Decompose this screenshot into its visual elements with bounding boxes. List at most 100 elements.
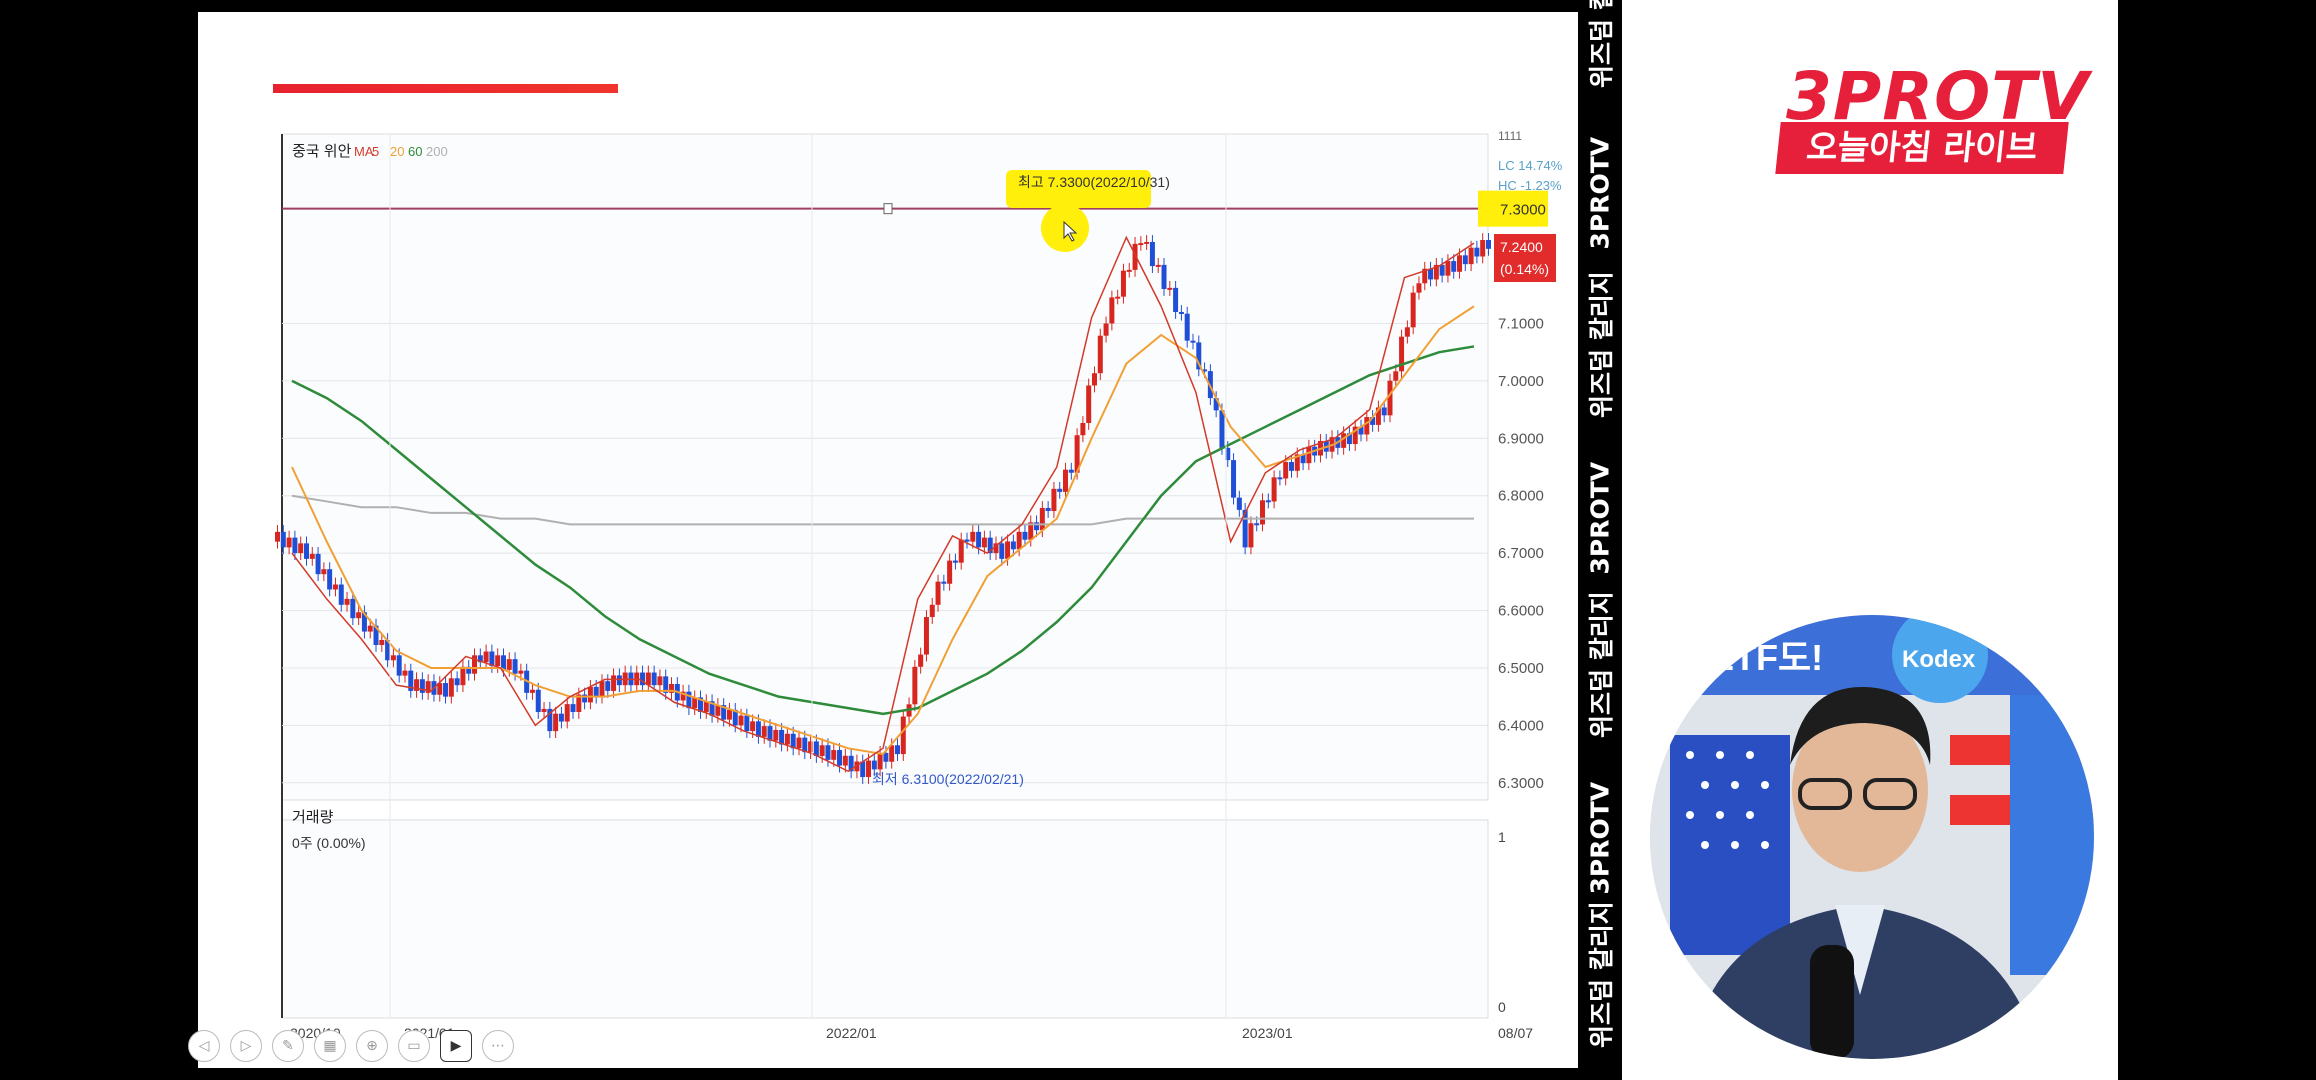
candle: [721, 705, 727, 720]
high-annotation-highlight: [1006, 170, 1151, 208]
candle: [344, 598, 350, 605]
candle: [1155, 264, 1161, 267]
prev-slide-icon[interactable]: ◁: [188, 1030, 220, 1062]
brand-strip-item: 3PROTV: [1578, 782, 1622, 902]
candle: [813, 741, 819, 756]
candle: [419, 679, 425, 693]
candle: [286, 537, 292, 548]
ma-legend-item: 5: [372, 144, 379, 159]
candle: [500, 655, 506, 670]
candle: [1126, 269, 1132, 272]
candle: [1219, 410, 1225, 448]
brand-strip-item: 위즈덤 칼리지: [1578, 591, 1622, 742]
candle: [1028, 522, 1034, 540]
candle: [564, 704, 570, 722]
candle: [1086, 385, 1092, 423]
candle: [570, 704, 576, 712]
candle: [738, 715, 744, 726]
candle: [819, 745, 825, 756]
candle: [1364, 417, 1370, 435]
candle: [657, 676, 663, 686]
candle: [1190, 340, 1196, 343]
channel-logo-subtitle: 오늘아침 라이브: [1775, 122, 2069, 174]
candle: [280, 531, 286, 548]
candle: [402, 670, 408, 676]
candle: [1468, 247, 1474, 265]
candle: [773, 729, 779, 741]
candle: [918, 654, 924, 667]
candle: [1236, 497, 1242, 510]
candle: [825, 745, 831, 760]
candle: [680, 691, 686, 701]
candle: [576, 694, 582, 712]
y-tick-label: 7.0000: [1498, 373, 1544, 390]
candle: [715, 705, 721, 716]
candle: [443, 683, 449, 697]
candle: [448, 678, 454, 697]
ma5-line: [291, 235, 1475, 773]
candle: [1462, 255, 1468, 265]
candle: [889, 745, 895, 762]
zoom-icon[interactable]: ⊕: [356, 1030, 388, 1062]
candle: [483, 651, 489, 663]
candle: [784, 733, 790, 745]
candle: [379, 640, 385, 645]
candle: [1184, 313, 1190, 341]
candle: [640, 672, 646, 686]
candle: [1173, 287, 1179, 312]
candle: [582, 694, 588, 703]
candle: [512, 659, 518, 674]
candle: [385, 640, 391, 661]
candle: [396, 655, 402, 676]
chart-title: 중국 위안: [292, 143, 352, 160]
subtitle-icon[interactable]: ▭: [398, 1030, 430, 1062]
candle: [848, 755, 854, 772]
candle: [663, 676, 669, 693]
pen-icon[interactable]: ✎: [272, 1030, 304, 1062]
brand-strip-item: 위즈덤 칼리지: [1578, 0, 1622, 92]
candle: [1045, 507, 1051, 512]
candle: [993, 543, 999, 554]
y-tick-label: 7.1000: [1498, 315, 1544, 332]
candle: [796, 737, 802, 749]
candle: [808, 741, 814, 753]
candle: [802, 737, 808, 753]
ma-legend-item: 200: [426, 144, 448, 159]
next-slide-icon[interactable]: ▷: [230, 1030, 262, 1062]
candle: [1370, 417, 1376, 425]
candle: [1387, 380, 1393, 416]
y-tick-label: 6.8000: [1498, 488, 1544, 505]
presenter-image: ETF도! Kodex: [1650, 615, 2094, 1059]
candle: [669, 684, 675, 693]
candle: [860, 761, 866, 778]
brand-strip-text: 위즈덤 칼리지: [1587, 901, 1616, 1048]
candle: [437, 683, 443, 695]
current-change-label: (0.14%): [1500, 261, 1549, 277]
candle: [866, 760, 872, 778]
candle: [321, 569, 327, 575]
candle: [842, 755, 848, 766]
candle: [755, 721, 761, 737]
candle: [1433, 264, 1439, 280]
volume-tick: 0: [1498, 999, 1506, 1015]
candle: [1277, 477, 1283, 480]
cursor-icon: [1063, 220, 1078, 242]
slides-icon[interactable]: ▦: [314, 1030, 346, 1062]
high-annotation: 최고 7.3300(2022/10/31): [1018, 174, 1170, 190]
more-options-icon[interactable]: ⋯: [482, 1030, 514, 1062]
candle: [611, 675, 617, 691]
candle: [1271, 477, 1277, 502]
y-tick-label: 6.6000: [1498, 603, 1544, 620]
candle: [506, 659, 512, 670]
candle: [356, 612, 362, 619]
candle: [645, 672, 651, 686]
candle: [970, 531, 976, 542]
candle: [900, 716, 906, 755]
candle: [275, 531, 281, 542]
candle: [593, 686, 599, 697]
candle: [1063, 469, 1069, 492]
candle: [1202, 369, 1208, 372]
candle: [332, 584, 338, 590]
video-icon[interactable]: ▶: [440, 1030, 472, 1062]
candle: [460, 666, 466, 686]
